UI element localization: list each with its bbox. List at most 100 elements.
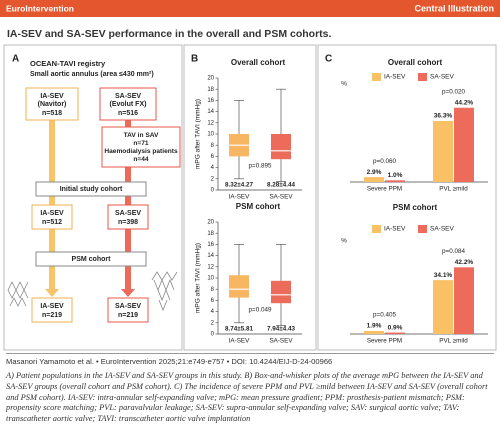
valve-icon xyxy=(7,281,29,307)
legend-swatch xyxy=(372,73,381,81)
box xyxy=(99,87,157,121)
box-text: n=512 xyxy=(42,219,62,226)
p-value: p=0.049 xyxy=(249,307,272,314)
bar xyxy=(433,280,453,334)
box-text: SA-SEV xyxy=(115,93,141,100)
legend-swatch xyxy=(372,225,381,233)
valve-lattice xyxy=(9,297,27,307)
valve-lattice xyxy=(7,281,29,291)
box-text: n=219 xyxy=(118,312,138,319)
box-text: n=516 xyxy=(118,110,138,117)
value-label: 2.9% xyxy=(367,169,382,176)
box-text: SA-SEV xyxy=(115,210,141,217)
sa-arrow xyxy=(121,289,135,297)
box-text: IA-SEV xyxy=(40,303,64,310)
box-text: PSM cohort xyxy=(72,256,112,263)
y-tick-label: 16 xyxy=(207,98,214,104)
bar xyxy=(433,121,453,182)
y-tick-label: 16 xyxy=(207,242,214,248)
y-tick-label: 2 xyxy=(211,176,215,182)
legend-swatch xyxy=(418,225,427,233)
valve-lattice xyxy=(151,271,178,281)
p-value: p=0.084 xyxy=(442,248,465,255)
x-tick-label: IA-SEV xyxy=(229,194,250,201)
x-tick-label: SA-SEV xyxy=(269,194,293,201)
excluded-box xyxy=(101,126,181,168)
valve-lattice xyxy=(153,278,175,292)
panel-label: A xyxy=(12,54,19,65)
box xyxy=(107,297,149,323)
legend-label: IA-SEV xyxy=(384,74,406,81)
y-tick-label: 12 xyxy=(207,120,214,126)
figure: EuroIntervention Central Illustration IA… xyxy=(0,0,500,351)
box xyxy=(271,134,291,160)
brand: EuroIntervention xyxy=(6,3,74,13)
chart-title: Overall cohort xyxy=(388,58,443,67)
panel-label: B xyxy=(191,54,198,65)
y-tick-label: 12 xyxy=(207,264,214,270)
legend-label: IA-SEV xyxy=(384,226,406,233)
box xyxy=(31,204,73,230)
panel-label: C xyxy=(325,54,332,65)
y-tick-label: 14 xyxy=(207,253,214,259)
bar xyxy=(454,107,474,182)
box-text: TAV in SAV xyxy=(124,132,159,139)
bar xyxy=(385,332,405,334)
y-tick-label: 18 xyxy=(207,87,214,93)
value-label: 42.2% xyxy=(455,259,474,266)
box xyxy=(107,204,149,230)
legend-swatch xyxy=(418,73,427,81)
p-value: p=0.895 xyxy=(249,163,272,170)
ia-arrow xyxy=(45,289,59,297)
y-axis-label: mPG after TAVI (mmHg) xyxy=(195,99,202,169)
box xyxy=(25,87,79,121)
panel-b xyxy=(183,44,317,351)
header-label: Central Illustration xyxy=(414,3,494,13)
chart-title: PSM cohort xyxy=(236,202,281,211)
box-text: n=71 xyxy=(133,140,149,147)
box-text: (Evolut FX) xyxy=(110,101,147,108)
y-tick-label: 8 xyxy=(211,287,215,293)
y-tick-label: 6 xyxy=(211,154,215,160)
registry: OCEAN-TAVI registry xyxy=(30,59,106,68)
box-text: Haemodialysis patients xyxy=(104,148,178,155)
box-text: n=44 xyxy=(133,156,149,163)
mean-label: 8.32±4.27 xyxy=(225,182,253,189)
valve-lattice xyxy=(157,288,171,302)
value-label: 36.3% xyxy=(434,113,453,120)
box-text: IA-SEV xyxy=(40,210,64,217)
valve-lattice xyxy=(7,289,29,299)
y-axis-label: mPG after TAVI (mmHg) xyxy=(195,243,202,313)
chart-title: Overall cohort xyxy=(231,58,286,67)
x-tick-label: PVL ≥mild xyxy=(439,186,468,193)
box-text: n=518 xyxy=(42,110,62,117)
y-tick-label: 18 xyxy=(207,231,214,237)
y-tick-label: 4 xyxy=(211,309,215,315)
x-tick-label: SA-SEV xyxy=(269,338,293,345)
y-tick-label: 8 xyxy=(211,143,215,149)
valve-lattice xyxy=(158,299,168,312)
p-value: p=0.060 xyxy=(373,158,396,165)
valve-icon xyxy=(151,271,178,312)
citation: Masanori Yamamoto et al. • EuroIntervent… xyxy=(6,353,494,366)
y-tick-label: 0 xyxy=(211,332,215,338)
box-text: IA-SEV xyxy=(40,93,64,100)
y-tick-label: 2 xyxy=(211,320,215,326)
mean-label: 8.74±5.81 xyxy=(225,326,253,333)
box xyxy=(35,181,147,197)
box-text: Initial study cohort xyxy=(60,186,123,193)
bar xyxy=(364,330,384,334)
box xyxy=(31,297,73,323)
header-bar xyxy=(0,0,500,17)
value-label: 1.0% xyxy=(388,172,403,179)
value-label: 34.1% xyxy=(434,272,453,279)
p-value: p=0.405 xyxy=(373,312,396,319)
mean-label: 7.94±4.43 xyxy=(267,326,295,333)
y-tick-label: 0 xyxy=(211,188,215,194)
box xyxy=(35,251,147,267)
box xyxy=(229,275,249,298)
bar xyxy=(364,177,384,182)
box-text: n=219 xyxy=(42,312,62,319)
bar xyxy=(385,180,405,182)
mean-label: 8.28±4.44 xyxy=(267,182,295,189)
